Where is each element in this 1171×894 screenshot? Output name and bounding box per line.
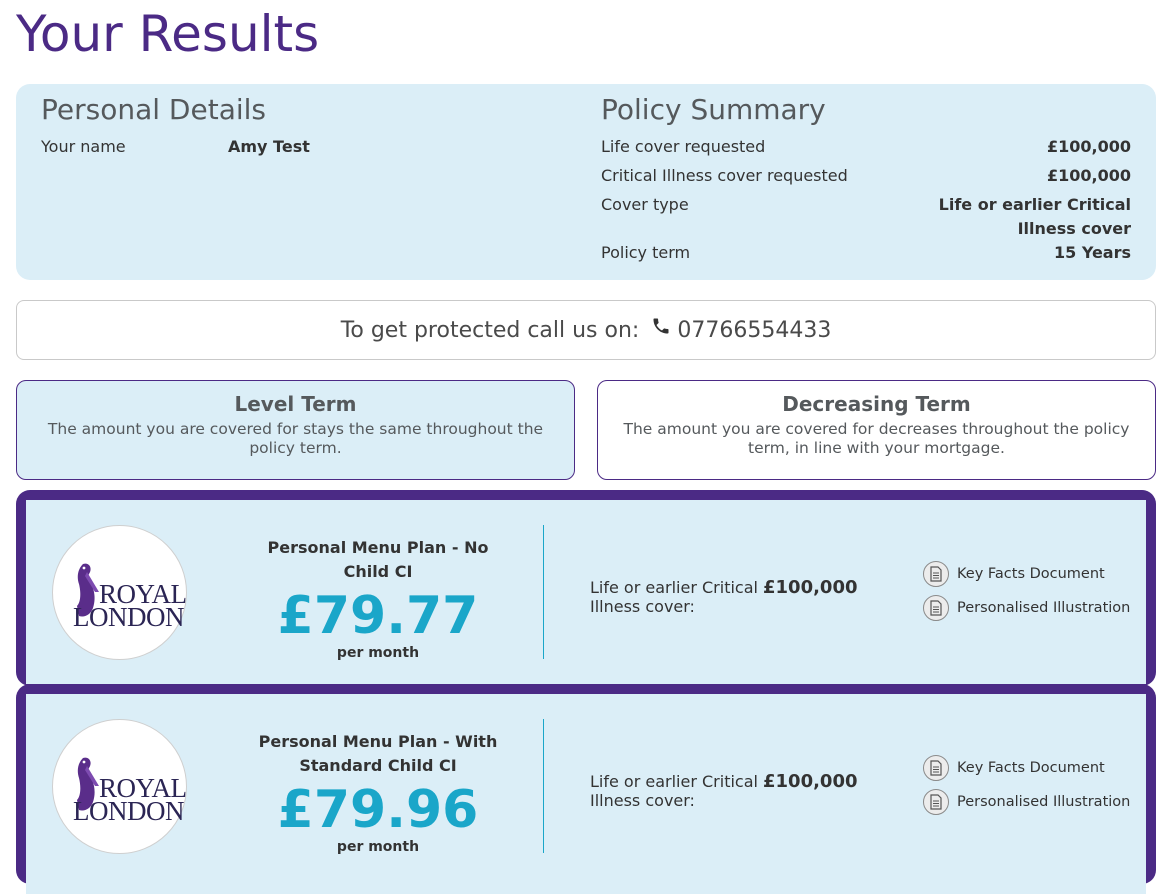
illustration-label: Personalised Illustration xyxy=(957,794,1131,810)
document-icon xyxy=(923,561,949,587)
cover-label: Life or earlier Critical Illness cover: xyxy=(590,578,758,616)
plan-summary: Personal Menu Plan - With Standard Child… xyxy=(246,730,510,856)
plan-price: £79.77 xyxy=(277,586,479,646)
logo-text-line-1: ROYAL xyxy=(99,579,187,609)
illustration-label: Personalised Illustration xyxy=(957,600,1131,616)
contact-bar: To get protected call us on: 07766554433 xyxy=(16,300,1156,360)
summary-panel: Personal Details Your name Amy Test Poli… xyxy=(16,84,1156,280)
logo-text-line-2: LONDON xyxy=(73,602,185,632)
your-name-label: Your name xyxy=(41,137,126,156)
decreasing-term-option[interactable]: Decreasing Term The amount you are cover… xyxy=(597,380,1156,480)
quote-card: ROYAL LONDON Personal Menu Plan - No Chi… xyxy=(16,490,1156,686)
key-facts-link[interactable]: Key Facts Document xyxy=(923,561,1105,587)
provider-logo: ROYAL LONDON xyxy=(52,525,187,660)
page-title: Your Results xyxy=(16,5,320,63)
ci-cover-value: £100,000 xyxy=(1046,166,1131,185)
decreasing-term-description: The amount you are covered for decreases… xyxy=(623,420,1130,457)
policy-summary-heading: Policy Summary xyxy=(601,93,826,126)
illustration-link[interactable]: Personalised Illustration xyxy=(923,595,1130,621)
level-term-option[interactable]: Level Term The amount you are covered fo… xyxy=(16,380,575,480)
cover-type-label: Cover type xyxy=(601,195,689,214)
illustration-link[interactable]: Personalised Illustration xyxy=(923,789,1130,815)
life-cover-value: £100,000 xyxy=(1046,137,1131,156)
plan-price: £79.96 xyxy=(277,780,479,840)
cover-value: £100,000 xyxy=(763,771,858,792)
provider-logo: ROYAL LONDON xyxy=(52,719,187,854)
document-icon xyxy=(923,755,949,781)
contact-prompt: To get protected call us on: xyxy=(340,317,640,343)
logo-text-line-1: ROYAL xyxy=(99,773,187,803)
pelican-icon xyxy=(77,563,99,617)
cover-label: Life or earlier Critical Illness cover: xyxy=(590,772,758,810)
logo-text-line-2: LONDON xyxy=(73,796,185,826)
policy-term-value: 15 Years xyxy=(1053,243,1131,262)
divider xyxy=(543,525,544,659)
level-term-description: The amount you are covered for stays the… xyxy=(47,420,544,457)
key-facts-link[interactable]: Key Facts Document xyxy=(923,755,1105,781)
plan-name: Personal Menu Plan - With Standard Child… xyxy=(258,732,498,775)
pelican-icon xyxy=(77,757,99,811)
document-icon xyxy=(923,595,949,621)
phone-number-link[interactable]: 07766554433 xyxy=(677,317,832,343)
personal-details-heading: Personal Details xyxy=(41,93,266,126)
plan-summary: Personal Menu Plan - No Child CI £79.77 … xyxy=(246,536,510,662)
plan-period: per month xyxy=(336,839,420,855)
level-term-title: Level Term xyxy=(234,392,357,416)
decreasing-term-title: Decreasing Term xyxy=(782,392,971,416)
ci-cover-label: Critical Illness cover requested xyxy=(601,166,848,185)
life-cover-label: Life cover requested xyxy=(601,137,766,156)
cover-value: £100,000 xyxy=(763,577,858,598)
your-name-value: Amy Test xyxy=(228,137,310,156)
plan-period: per month xyxy=(336,645,420,661)
plan-name: Personal Menu Plan - No Child CI xyxy=(267,538,489,581)
key-facts-label: Key Facts Document xyxy=(957,760,1105,776)
phone-icon xyxy=(651,316,671,336)
quote-card: ROYAL LONDON Personal Menu Plan - With S… xyxy=(16,684,1156,894)
document-icon xyxy=(923,789,949,815)
cover-type-value: Life or earlier Critical Illness cover xyxy=(938,195,1131,238)
key-facts-label: Key Facts Document xyxy=(957,566,1105,582)
policy-term-label: Policy term xyxy=(601,243,691,262)
divider xyxy=(543,719,544,853)
